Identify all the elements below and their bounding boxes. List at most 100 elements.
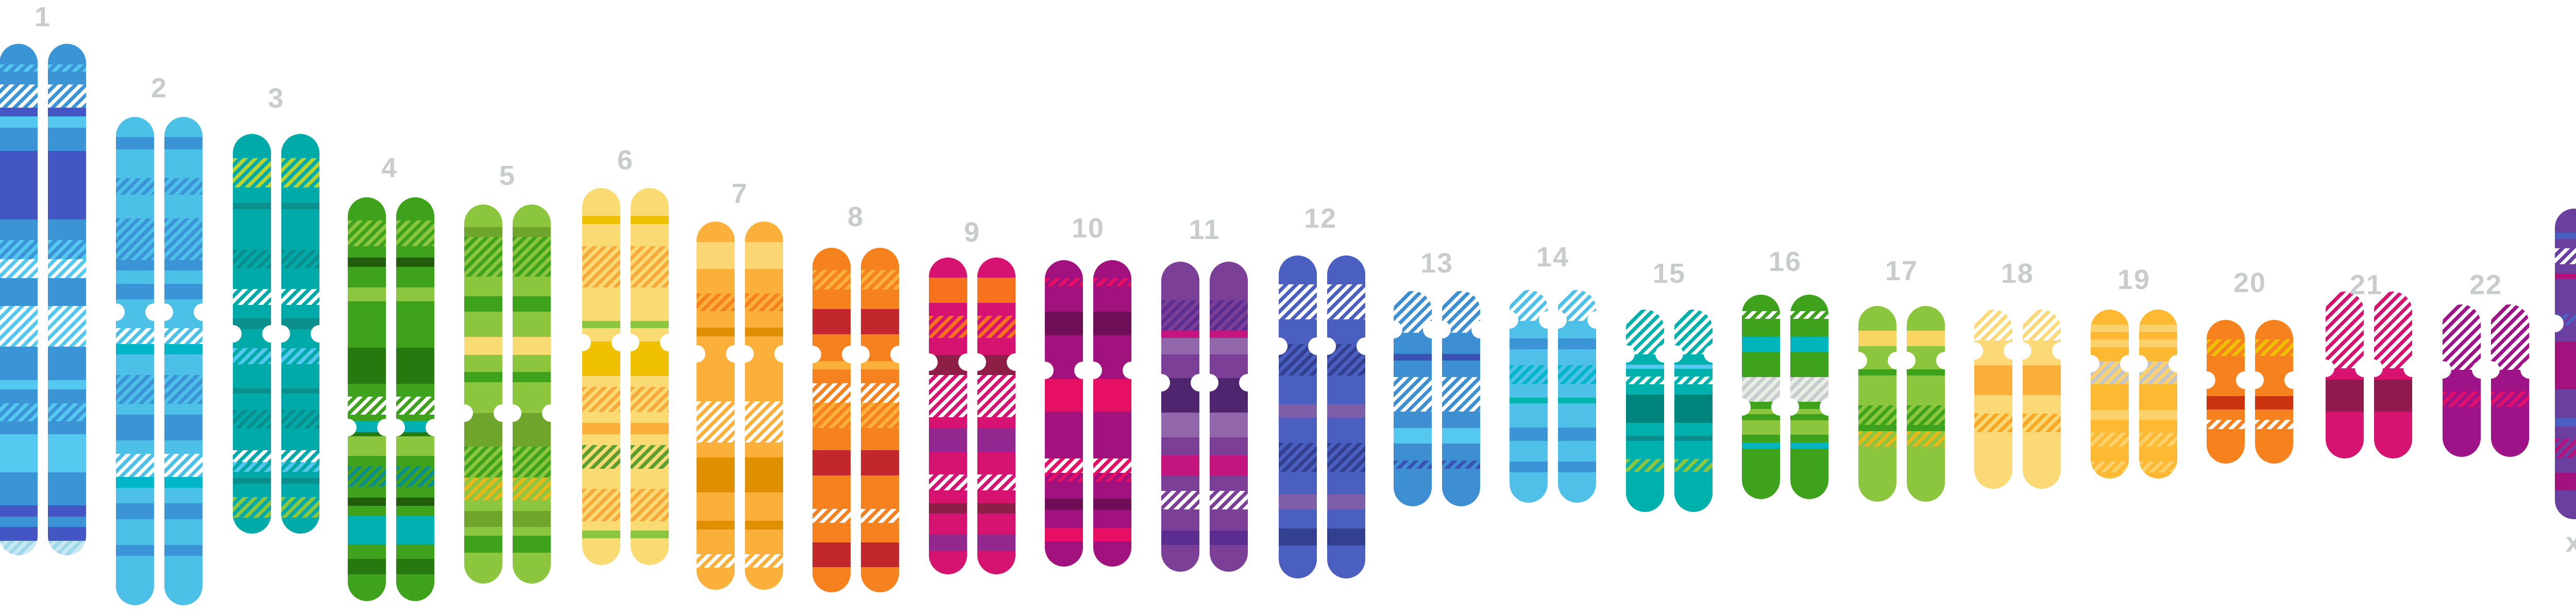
chromatid xyxy=(2091,310,2129,479)
chromosome-band xyxy=(396,506,434,517)
chromosome-band xyxy=(1210,475,1248,491)
chromatid xyxy=(1974,310,2012,489)
chromosome-band xyxy=(48,526,86,541)
chromosome-band xyxy=(1210,262,1248,300)
chromosome-band xyxy=(164,283,202,300)
chromosome-band xyxy=(1790,352,1828,377)
centromere-notch xyxy=(660,334,669,352)
chromosome-band xyxy=(697,311,735,328)
centromere-notch xyxy=(542,404,551,422)
centromere-notch xyxy=(2554,315,2564,333)
chromosome-band xyxy=(513,276,551,296)
chromosome-band xyxy=(2554,342,2576,389)
chromosome-band xyxy=(1161,437,1199,455)
chromosome-band xyxy=(861,522,899,542)
chromosome-band xyxy=(1510,427,1548,441)
chromosome-band xyxy=(1510,384,1548,398)
centromere-notch xyxy=(426,418,434,436)
chromosome-band xyxy=(1626,369,1664,377)
chromosome-band xyxy=(2554,248,2576,265)
chromosome-band xyxy=(281,209,319,250)
chromosome-band xyxy=(2554,457,2576,473)
chromosome-band xyxy=(582,246,620,288)
chromosome-band xyxy=(48,380,86,389)
chromosome-band xyxy=(1045,509,1083,528)
chromatid xyxy=(1510,290,1548,503)
chromosome-band xyxy=(116,117,154,137)
chromosome-label: 14 xyxy=(1536,242,1570,272)
chromosome-band xyxy=(582,469,620,489)
chromosome-band xyxy=(233,249,271,269)
chromosome-band xyxy=(631,538,669,565)
chromosome-band xyxy=(116,283,154,300)
chromosome-band xyxy=(1674,395,1713,423)
chromosome-pair-3 xyxy=(233,134,319,534)
chromosome-label: 12 xyxy=(1303,203,1337,234)
chromosome-band xyxy=(1210,509,1248,531)
chromosome-band xyxy=(1327,545,1365,578)
chromosome-band xyxy=(2554,274,2576,279)
chromosome-band xyxy=(812,270,851,290)
chromosome-band xyxy=(1674,354,1713,365)
chromosome-band xyxy=(745,327,783,337)
chromosome-band xyxy=(1161,490,1199,510)
chromatid xyxy=(1742,295,1780,499)
chromosome-band xyxy=(513,553,551,584)
chromosome-band xyxy=(233,478,271,484)
chromosome-band xyxy=(697,521,735,530)
chromosome-band xyxy=(233,429,271,451)
chromosome-band xyxy=(48,84,86,108)
chromosome-band xyxy=(233,134,271,158)
chromosome-band xyxy=(745,442,783,457)
chromosome-band xyxy=(582,538,620,565)
chromosome-band xyxy=(697,268,735,294)
chromosome-band xyxy=(281,410,319,429)
chromosome-band xyxy=(2091,447,2129,462)
chromosome-band xyxy=(1907,369,1945,376)
centromere-notch xyxy=(1093,362,1102,380)
chromosome-pair-12 xyxy=(1279,255,1365,578)
chromosome-band xyxy=(1558,472,1596,503)
chromosome-band xyxy=(164,404,202,415)
chromosome-label: 3 xyxy=(267,83,285,114)
chromosome-band xyxy=(396,486,434,498)
chromosome-band xyxy=(929,535,967,551)
chromosome-band xyxy=(812,450,851,475)
chromosome-band xyxy=(464,446,502,477)
chromosome-band xyxy=(929,417,967,429)
chromosome-band xyxy=(348,348,386,384)
chromosome-band xyxy=(0,380,38,389)
chromosome-band xyxy=(0,541,38,555)
chromosome-band xyxy=(48,240,86,260)
chromosome-band xyxy=(1558,338,1596,349)
chromosome-band xyxy=(348,486,386,498)
chromosome-band xyxy=(1742,442,1780,449)
chromosome-band xyxy=(1093,527,1131,541)
chromosome-band xyxy=(1907,306,1945,331)
chromosome-band xyxy=(2139,310,2177,325)
chromosome-band xyxy=(1093,499,1131,510)
chromosome-band xyxy=(1279,494,1317,509)
chromosome-band xyxy=(1742,402,1780,409)
centromere-notch xyxy=(2472,361,2481,379)
chromosome-band xyxy=(1093,278,1131,287)
chromosome-band xyxy=(164,453,202,477)
chromosome-band xyxy=(164,375,202,404)
chromosome-band xyxy=(2255,339,2293,356)
chromosome-band xyxy=(2207,420,2245,429)
chromatid xyxy=(1626,310,1664,512)
chromosome-pair-7 xyxy=(697,221,783,590)
chromosome-band xyxy=(2091,310,2129,325)
chromosome-band xyxy=(582,530,620,539)
chromosome-band xyxy=(396,574,434,601)
chromosome-band xyxy=(281,318,319,330)
chromosome-band xyxy=(464,511,502,527)
chromosome-band xyxy=(1558,365,1596,384)
chromosome-band xyxy=(1790,337,1828,352)
chromatid xyxy=(1394,291,1432,506)
chromosome-band xyxy=(1742,352,1780,377)
chromosome-band xyxy=(1558,441,1596,462)
chromosome-band xyxy=(2255,396,2293,410)
chromosome-pair-20 xyxy=(2207,320,2293,464)
chromosome-band xyxy=(929,490,967,504)
